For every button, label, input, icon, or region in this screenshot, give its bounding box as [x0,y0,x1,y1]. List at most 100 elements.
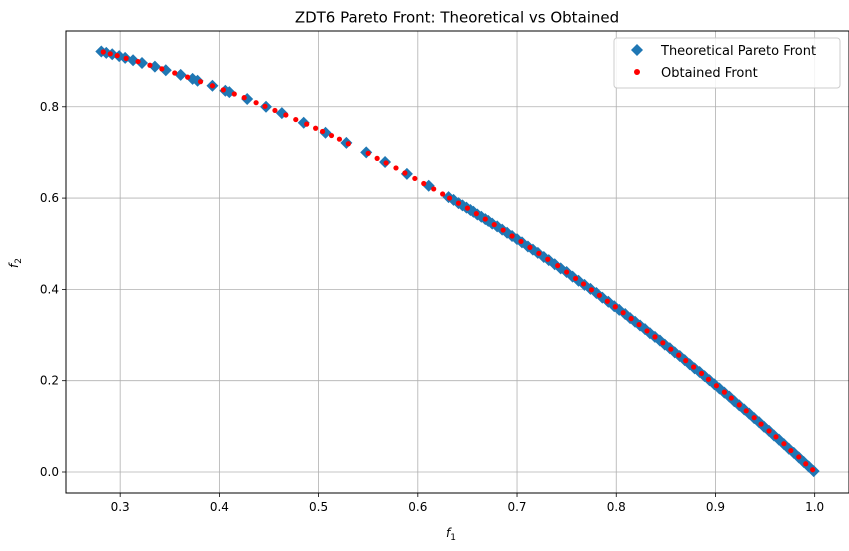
obtained-point [652,334,658,340]
obtained-point [482,216,488,222]
y-axis-label-main: f [7,262,21,268]
obtained-point [644,328,650,334]
obtained-point [691,364,697,370]
obtained-point [304,121,310,127]
obtained-point [197,79,204,85]
obtained-point [612,304,618,310]
obtained-point [728,395,734,401]
obtained-point [636,321,642,328]
theoretical-pareto-front-series [95,45,820,478]
obtained-point [473,211,479,217]
obtained-point [455,200,462,206]
legend-label-obtained: Obtained Front [661,66,758,81]
obtained-point [572,275,579,282]
obtained-point [336,136,343,142]
y-tick-label: 0.0 [40,465,59,479]
obtained-point [660,340,666,346]
obtained-point [272,107,278,114]
obtained-point [262,103,268,109]
obtained-point [796,454,802,460]
obtained-point [781,441,787,447]
x-tick-label: 0.4 [210,500,229,514]
y-tick-label: 0.2 [40,374,59,388]
theoretical-point [174,68,187,81]
x-tick-label: 0.5 [309,500,328,514]
obtained-point [743,408,749,414]
obtained-point [766,428,772,434]
obtained-point [345,141,351,147]
obtained-point [464,205,471,211]
obtained-point [135,58,141,65]
obtained-point [374,155,380,161]
obtained-point [676,352,682,358]
obtained-point [172,70,178,76]
y-axis-ticks: 0.0 0.2 0.4 0.6 0.8 [40,100,66,479]
obtained-point [788,447,794,454]
legend-diamond-marker [631,44,643,56]
obtained-point [241,95,247,101]
obtained-point [564,269,570,275]
y-tick-label: 0.4 [40,282,59,296]
obtained-point [536,250,542,256]
obtained-point [773,434,779,440]
obtained-point [803,461,809,467]
obtained-point [159,66,165,72]
legend-circle-marker [634,69,640,75]
obtained-point [588,287,595,293]
obtained-point [293,116,299,123]
obtained-point [518,238,524,245]
x-tick-label: 1.0 [805,500,824,514]
obtained-point [402,170,408,176]
x-tick-label: 0.9 [706,500,725,514]
obtained-point [509,233,515,239]
legend-label-theoretical: Theoretical Pareto Front [660,44,816,59]
obtained-point [810,467,816,473]
obtained-point [114,53,120,59]
obtained-point [283,112,289,118]
obtained-point [100,49,106,55]
obtained-point [185,74,191,80]
y-tick-label: 0.8 [40,100,59,114]
obtained-point [412,175,418,182]
obtained-point [620,310,626,316]
plot-area-frame [65,30,849,494]
obtained-point [220,87,226,93]
obtained-front-series [100,49,816,473]
obtained-point [698,370,705,376]
obtained-point [527,244,533,250]
obtained-point [231,91,237,97]
x-tick-label: 0.8 [607,500,626,514]
x-tick-label: 0.7 [507,500,526,514]
obtained-point [313,125,319,131]
x-axis-label-main: f [446,526,452,540]
obtained-point [383,160,389,166]
obtained-point [604,298,610,304]
y-tick-label: 0.6 [40,191,59,205]
chart-title: ZDT6 Pareto Front: Theoretical vs Obtain… [295,9,619,27]
obtained-point [628,316,634,322]
x-tick-label: 0.6 [408,500,427,514]
obtained-point [683,358,689,364]
obtained-point [123,55,129,61]
y-axis-label-subscript: 2 [14,258,24,264]
obtained-point [328,132,335,139]
obtained-point [491,221,497,228]
grid-lines [66,31,849,493]
obtained-point [253,100,259,106]
obtained-point [365,150,371,156]
obtained-point [705,376,712,382]
obtained-point [545,256,551,262]
y-axis-label: f2 [7,258,24,268]
x-tick-label: 0.3 [111,500,130,514]
x-axis-label: f1 [446,526,456,543]
obtained-point [758,421,764,427]
obtained-point [580,281,587,287]
x-axis-ticks: 0.3 0.4 0.5 0.6 0.7 0.8 0.9 1.0 [111,493,824,514]
obtained-point [431,186,437,192]
x-axis-label-subscript: 1 [450,533,456,543]
obtained-point [393,165,399,171]
obtained-point [713,383,720,389]
obtained-point [319,128,326,135]
obtained-point [446,195,453,201]
obtained-point [107,51,113,57]
